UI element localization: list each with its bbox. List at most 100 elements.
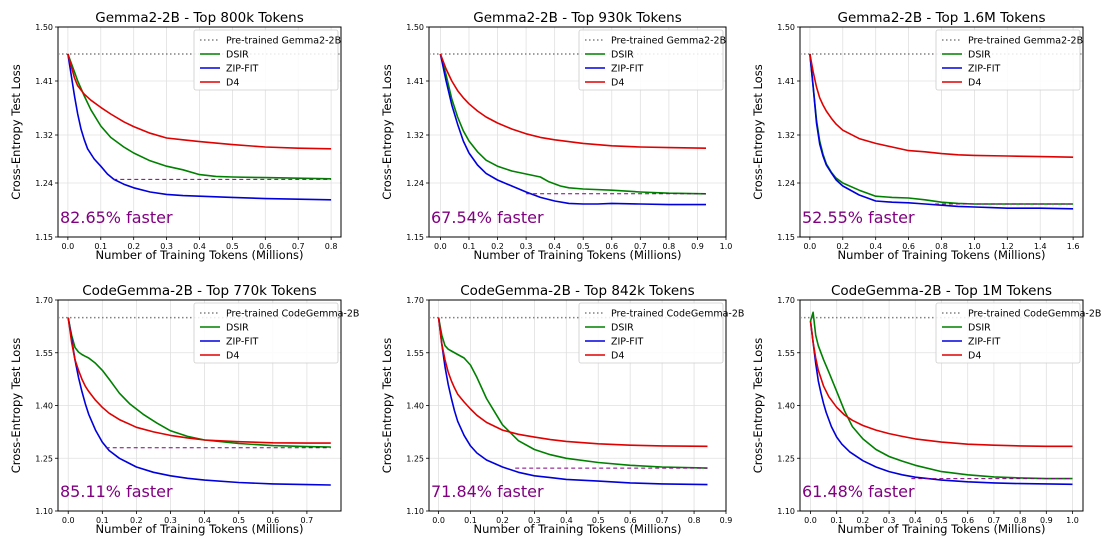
legend-dsir-label: DSIR <box>226 323 249 334</box>
speedup-annotation: 85.11% faster <box>60 482 173 501</box>
speedup-annotation: 71.84% faster <box>431 482 544 501</box>
y-tick-label: 1.25 <box>777 454 795 463</box>
chart-title: Gemma2-2B - Top 800k Tokens <box>95 10 304 26</box>
x-tick-label: 0.8 <box>663 242 676 251</box>
legend-box <box>578 29 724 91</box>
x-tick-label: 0.2 <box>127 242 140 251</box>
x-tick-label: 0.1 <box>464 516 477 525</box>
y-tick-label: 1.41 <box>35 77 53 86</box>
legend-d4-label: D4 <box>226 78 239 89</box>
legend-d4-label: D4 <box>611 351 624 362</box>
legend-baseline-label: Pre-trained CodeGemma-2B <box>611 309 744 320</box>
y-tick-label: 1.55 <box>777 349 795 358</box>
legend-d4-label: D4 <box>611 78 624 89</box>
series-line-zipfit <box>809 53 1074 210</box>
series-line-d4 <box>67 317 331 444</box>
x-tick-label: 0.7 <box>988 516 1001 525</box>
x-tick-label: 1.0 <box>720 242 733 251</box>
y-tick-label: 1.70 <box>35 296 53 305</box>
y-tick-label: 1.50 <box>35 23 53 32</box>
x-axis-label: Number of Training Tokens (Millions) <box>474 248 682 262</box>
x-tick-label: 0.2 <box>491 242 504 251</box>
y-tick-label: 1.10 <box>35 507 53 516</box>
legend-box <box>935 29 1081 91</box>
speedup-annotation: 82.65% faster <box>60 208 173 227</box>
legend-zipfit-label: ZIP-FIT <box>968 337 1001 348</box>
x-tick-label: 0.3 <box>164 516 177 525</box>
x-tick-label: 0.2 <box>496 516 509 525</box>
legend-box <box>193 29 339 91</box>
y-tick-label: 1.50 <box>777 23 795 32</box>
chart-title: CodeGemma-2B - Top 1M Tokens <box>831 283 1052 299</box>
legend-baseline-label: Pre-trained CodeGemma-2B <box>226 309 359 320</box>
y-tick-label: 1.32 <box>406 131 424 140</box>
x-axis-label: Number of Training Tokens (Millions) <box>474 522 682 536</box>
y-tick-label: 1.55 <box>406 349 424 358</box>
x-tick-label: 0.7 <box>292 242 305 251</box>
x-tick-label: 0.1 <box>96 516 109 525</box>
y-tick-label: 1.32 <box>35 131 53 140</box>
chart-panel: 0.0 0.1 0.2 0.3 0.4 0.5 0.6 0.7 0.8 1.15 1.24 1.32 1… <box>9 10 342 262</box>
speedup-annotation: 52.55% faster <box>802 208 915 227</box>
legend-box <box>193 302 339 364</box>
series-line-d4 <box>809 321 1073 448</box>
y-tick-label: 1.25 <box>35 454 53 463</box>
chart-panel: 0.0 0.1 0.2 0.3 0.4 0.5 0.6 0.7 0.8 0.9 1.10 1.25 1.… <box>380 283 744 536</box>
y-tick-label: 1.41 <box>406 77 424 86</box>
y-axis-label: Cross-Entropy Test Loss <box>9 338 23 474</box>
chart-title: Gemma2-2B - Top 930k Tokens <box>473 10 682 26</box>
series-line-d4 <box>439 53 707 149</box>
x-tick-label: 0.3 <box>528 516 541 525</box>
x-tick-label: 0.7 <box>656 516 669 525</box>
series-line-dsir <box>67 317 331 448</box>
x-tick-label: 0.9 <box>1040 516 1053 525</box>
legend-d4-label: D4 <box>968 78 981 89</box>
legend-box <box>578 302 724 364</box>
y-axis-label: Cross-Entropy Test Loss <box>380 338 394 474</box>
series-line-d4 <box>809 53 1074 158</box>
x-tick-label: 0.8 <box>1014 516 1027 525</box>
x-tick-label: 0.2 <box>857 516 870 525</box>
legend-dsir-label: DSIR <box>968 50 991 61</box>
x-tick-label: 0.8 <box>935 242 948 251</box>
chart-panel: 0.0 0.1 0.2 0.3 0.4 0.5 0.6 0.7 1.10 1.25 1.40 1.55… <box>9 283 359 536</box>
x-axis-label: Number of Training Tokens (Millions) <box>96 248 304 262</box>
series-line-zipfit <box>67 317 331 486</box>
y-tick-label: 1.15 <box>777 233 795 242</box>
y-tick-label: 1.70 <box>777 296 795 305</box>
x-tick-label: 1.0 <box>968 242 981 251</box>
y-axis-label: Cross-Entropy Test Loss <box>751 338 765 474</box>
plot-area <box>429 53 726 206</box>
legend-zipfit-label: ZIP-FIT <box>968 64 1001 75</box>
legend-box <box>935 302 1081 364</box>
series-line-dsir <box>809 311 1073 480</box>
series-line-dsir <box>67 53 332 180</box>
x-tick-label: 0.6 <box>624 516 637 525</box>
x-tick-label: 0.4 <box>548 242 561 251</box>
plot-area <box>429 316 726 486</box>
legend-zipfit-label: ZIP-FIT <box>226 64 259 75</box>
legend-zipfit-label: ZIP-FIT <box>226 337 259 348</box>
x-tick-label: 0.4 <box>909 516 922 525</box>
plot-frame <box>428 26 727 238</box>
chart-panel: 0.0 0.2 0.4 0.6 0.8 1.0 1.2 1.4 1.6 1.15 1.24 1.32 1… <box>751 10 1084 262</box>
x-tick-label: 0.0 <box>804 242 817 251</box>
x-tick-label: 0.8 <box>688 516 701 525</box>
series-line-dsir <box>437 317 708 469</box>
series-line-zipfit <box>437 317 708 486</box>
x-tick-label: 1.2 <box>1001 242 1014 251</box>
x-tick-label: 0.6 <box>266 516 279 525</box>
chart-panel: 0.0 0.1 0.2 0.3 0.4 0.5 0.6 0.7 0.8 0.9 1.0 1.15 1.2… <box>380 10 732 262</box>
chart-panel: 0.0 0.1 0.2 0.3 0.4 0.5 0.6 0.7 0.8 0.9 1.0 1.10 1.2… <box>751 283 1101 536</box>
legend-d4-label: D4 <box>226 351 239 362</box>
series-line-d4 <box>67 53 332 150</box>
y-axis-label: Cross-Entropy Test Loss <box>380 64 394 200</box>
x-tick-label: 0.0 <box>62 516 75 525</box>
x-tick-label: 0.9 <box>691 242 704 251</box>
y-axis-label: Cross-Entropy Test Loss <box>751 64 765 200</box>
x-tick-label: 1.4 <box>1034 242 1047 251</box>
series-line-dsir <box>439 53 707 195</box>
series-line-zipfit <box>439 53 706 206</box>
x-tick-label: 0.3 <box>883 516 896 525</box>
